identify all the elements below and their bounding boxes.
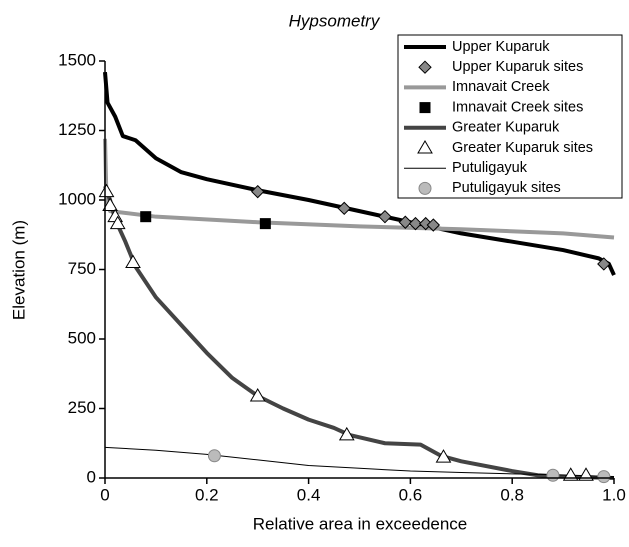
triangle-marker: [578, 467, 594, 481]
triangle-marker: [562, 467, 579, 481]
legend-label: Upper Kuparuk sites: [452, 59, 583, 75]
chart-title: Hypsometry: [289, 11, 381, 30]
legend-label: Upper Kuparuk: [452, 39, 550, 55]
y-tick-label: 0: [87, 467, 96, 486]
triangle-marker: [98, 183, 115, 198]
y-tick-label: 1250: [58, 120, 96, 139]
square-marker: [140, 211, 152, 223]
y-axis-label: Elevation (m): [9, 220, 28, 320]
triangle-marker: [338, 426, 355, 441]
diamond-marker: [250, 184, 265, 199]
y-tick-label: 250: [68, 398, 96, 417]
x-tick-label: 0.8: [500, 485, 524, 504]
circle-marker: [597, 470, 611, 484]
y-tick-label: 500: [68, 328, 96, 347]
diamond-marker: [597, 257, 611, 271]
legend-label: Putuligayuk sites: [452, 180, 561, 196]
x-axis-label: Relative area in exceedence: [253, 514, 468, 533]
legend-label: Imnavait Creek sites: [452, 99, 583, 115]
diamond-marker: [418, 60, 432, 74]
series-line: [104, 446, 615, 478]
x-tick-label: 0.6: [399, 485, 423, 504]
circle-marker: [546, 468, 560, 482]
circle-marker: [418, 181, 432, 195]
x-tick-label: 0.2: [195, 485, 219, 504]
legend: [397, 34, 623, 199]
legend-label: Putuligayuk: [452, 160, 528, 176]
plot-area: [98, 71, 616, 484]
diamond-marker: [398, 215, 413, 229]
square-marker: [259, 218, 271, 230]
series-line: [103, 71, 616, 276]
triangle-marker: [102, 197, 118, 212]
triangle-marker: [435, 449, 452, 463]
circle-marker: [207, 449, 221, 463]
series-line: [103, 185, 615, 480]
diamond-marker: [426, 218, 441, 232]
legend-label: Greater Kuparuk sites: [452, 140, 593, 156]
triangle-marker: [417, 140, 433, 154]
x-tick-label: 1.0: [602, 485, 626, 504]
diamond-marker: [408, 216, 423, 231]
triangle-marker: [249, 387, 266, 402]
diamond-marker: [337, 201, 351, 216]
y-tick-label: 750: [68, 259, 96, 278]
diamond-marker: [378, 209, 392, 224]
legend-label: Imnavait Creek: [452, 79, 550, 95]
square-marker: [419, 102, 431, 114]
x-tick-label: 0: [100, 485, 109, 504]
triangle-marker: [109, 215, 126, 230]
legend-label: Greater Kuparuk: [452, 120, 560, 136]
x-tick-label: 0.4: [297, 485, 321, 504]
triangle-marker: [125, 254, 141, 269]
y-tick-label: 1500: [58, 50, 96, 69]
y-tick-label: 1000: [58, 189, 96, 208]
